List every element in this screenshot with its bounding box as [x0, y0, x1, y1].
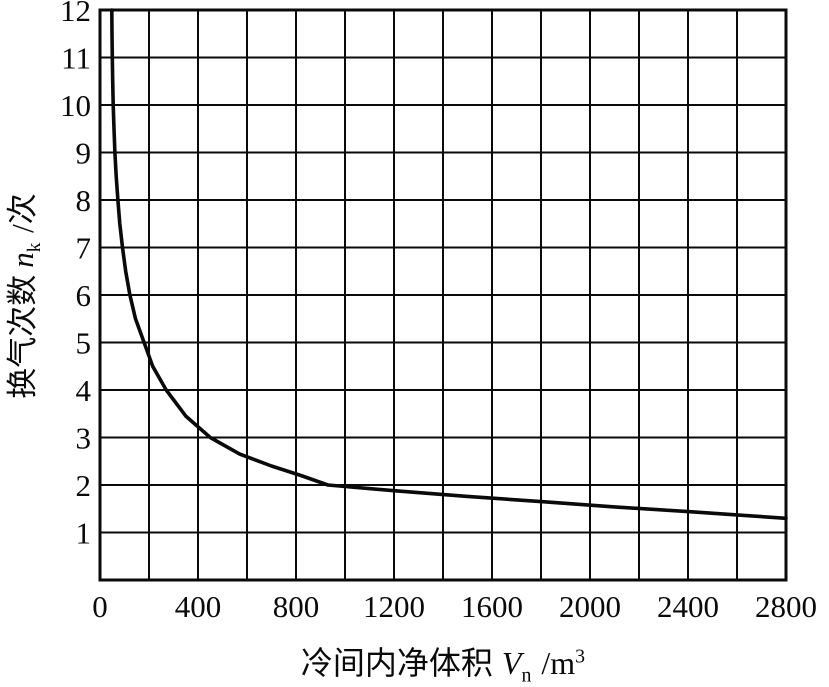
y-axis-unit: /次 [5, 193, 40, 241]
curve-line [110, 8, 788, 521]
y-tick-label: 9 [76, 136, 92, 171]
y-tick-label: 2 [76, 468, 92, 503]
x-tick-label: 400 [175, 589, 222, 624]
x-tick-label: 0 [92, 589, 108, 624]
x-axis-tick-labels: 0 400 800 1200 1600 2000 2400 2800 [92, 589, 817, 624]
x-axis-unit-superscript: 3 [575, 645, 586, 668]
x-tick-label: 1200 [363, 589, 425, 624]
x-axis-variable-subscript: n [521, 664, 532, 687]
y-tick-label: 12 [60, 0, 91, 28]
y-tick-label: 1 [76, 516, 92, 551]
grid-lines [99, 9, 787, 581]
y-axis-variable-subscript: k [24, 242, 46, 253]
y-axis-title-text: 换气次数 [5, 274, 40, 399]
y-tick-label: 3 [76, 421, 92, 456]
y-axis-variable: n [5, 252, 40, 268]
x-axis-variable: V [501, 645, 522, 681]
y-tick-label: 7 [76, 231, 92, 266]
y-tick-label: 11 [61, 41, 91, 76]
x-tick-label: 800 [273, 589, 320, 624]
x-axis-unit: /m [533, 645, 576, 681]
x-axis-title-text: 冷间内净体积 [300, 645, 493, 681]
y-tick-label: 8 [76, 183, 92, 218]
x-tick-label: 2800 [755, 589, 817, 624]
y-axis-title: 换气次数 nk /次 [2, 11, 46, 581]
x-tick-label: 1600 [461, 589, 523, 624]
y-tick-label: 5 [76, 326, 92, 361]
y-tick-label: 6 [76, 278, 92, 313]
x-axis-title: 冷间内净体积 Vn /m3 [100, 638, 786, 687]
plot-border [98, 8, 788, 582]
x-tick-label: 2000 [559, 589, 621, 624]
x-tick-label: 2400 [657, 589, 719, 624]
y-tick-label: 10 [60, 88, 91, 123]
y-tick-label: 4 [76, 373, 92, 408]
